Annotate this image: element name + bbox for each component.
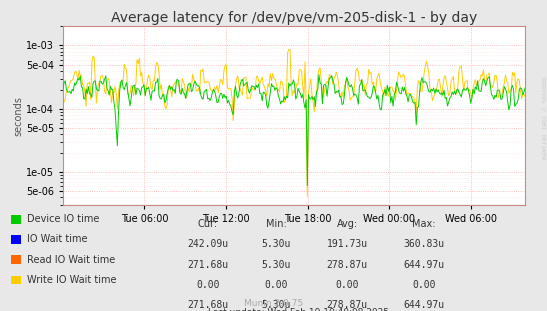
- Text: Write IO Wait time: Write IO Wait time: [27, 275, 117, 285]
- Text: IO Wait time: IO Wait time: [27, 234, 88, 244]
- Text: 278.87u: 278.87u: [327, 300, 368, 310]
- Text: Cur:: Cur:: [198, 219, 218, 229]
- Text: 644.97u: 644.97u: [403, 260, 445, 270]
- Text: Last update: Wed Feb 19 10:40:08 2025: Last update: Wed Feb 19 10:40:08 2025: [208, 308, 389, 311]
- Text: Read IO Wait time: Read IO Wait time: [27, 255, 115, 265]
- Text: 0.00: 0.00: [412, 280, 435, 290]
- Text: 271.68u: 271.68u: [187, 260, 229, 270]
- Title: Average latency for /dev/pve/vm-205-disk-1 - by day: Average latency for /dev/pve/vm-205-disk…: [111, 11, 477, 25]
- Text: 271.68u: 271.68u: [187, 300, 229, 310]
- Text: 0.00: 0.00: [265, 280, 288, 290]
- Text: RRDTOOL / TOBI OETIKER: RRDTOOL / TOBI OETIKER: [541, 77, 546, 160]
- Y-axis label: seconds: seconds: [13, 96, 23, 136]
- Text: 644.97u: 644.97u: [403, 300, 445, 310]
- Text: 5.30u: 5.30u: [261, 239, 291, 249]
- Text: 0.00: 0.00: [336, 280, 359, 290]
- Text: Avg:: Avg:: [337, 219, 358, 229]
- Text: Munin 2.0.75: Munin 2.0.75: [244, 299, 303, 308]
- Text: 5.30u: 5.30u: [261, 260, 291, 270]
- Text: 242.09u: 242.09u: [187, 239, 229, 249]
- Text: Max:: Max:: [412, 219, 435, 229]
- Text: 0.00: 0.00: [196, 280, 219, 290]
- Text: 191.73u: 191.73u: [327, 239, 368, 249]
- Text: Device IO time: Device IO time: [27, 214, 100, 224]
- Text: 278.87u: 278.87u: [327, 260, 368, 270]
- Text: 360.83u: 360.83u: [403, 239, 445, 249]
- Text: Min:: Min:: [266, 219, 287, 229]
- Text: 5.30u: 5.30u: [261, 300, 291, 310]
